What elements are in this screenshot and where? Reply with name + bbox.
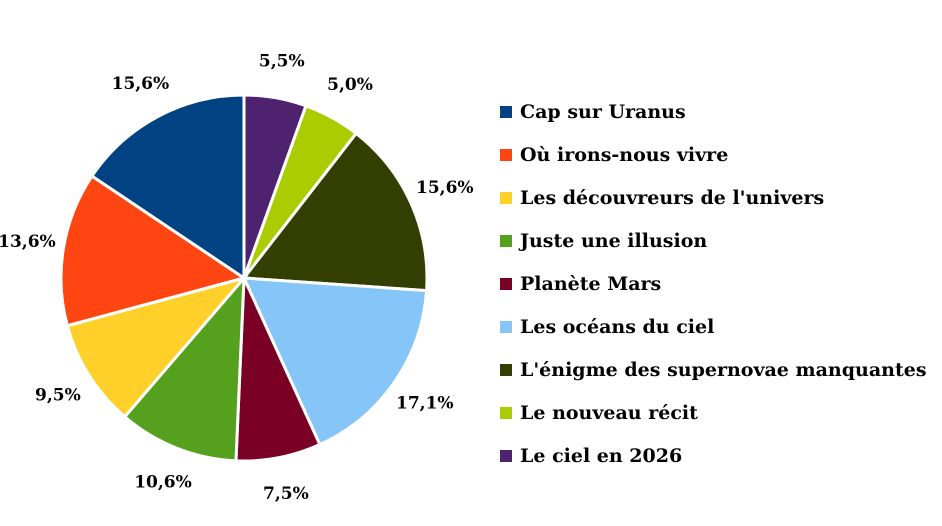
data-label-cap-sur-uranus: 15,6%: [112, 74, 170, 94]
chart-legend: Cap sur Uranus Où irons-nous vivre Les d…: [500, 90, 927, 477]
legend-swatch: [500, 320, 512, 333]
legend-label: Où irons-nous vivre: [520, 143, 729, 166]
data-label-l-enigme-des-supernovae-manquantes: 15,6%: [416, 178, 474, 198]
pie-slice-l-enigme-des-supernovae-manquantes: [241, 131, 429, 293]
data-label-juste-une-illusion: 10,6%: [134, 473, 192, 493]
data-label-le-ciel-en-2026: 5,5%: [259, 51, 305, 71]
legend-item-ou-irons-nous-vivre: Où irons-nous vivre: [500, 133, 927, 176]
legend-label: Le ciel en 2026: [520, 444, 683, 467]
legend-swatch: [500, 191, 512, 204]
data-label-les-decouvreurs-de-l-univers: 9,5%: [35, 385, 81, 405]
pie-slice-ou-irons-nous-vivre: [59, 174, 248, 328]
legend-item-le-nouveau-recit: Le nouveau récit: [500, 391, 927, 434]
legend-label: L'énigme des supernovae manquantes: [520, 358, 927, 381]
legend-item-cap-sur-uranus: Cap sur Uranus: [500, 90, 927, 133]
legend-label: Planète Mars: [520, 272, 662, 295]
legend-item-le-ciel-en-2026: Le ciel en 2026: [500, 434, 927, 477]
legend-item-l-enigme-des-supernovae-manquantes: L'énigme des supernovae manquantes: [500, 348, 927, 391]
legend-swatch: [500, 363, 512, 376]
legend-item-planete-mars: Planète Mars: [500, 262, 927, 305]
legend-item-les-decouvreurs-de-l-univers: Les découvreurs de l'univers: [500, 176, 927, 219]
data-label-les-oceans-du-ciel: 17,1%: [396, 393, 454, 413]
legend-label: Juste une illusion: [520, 229, 708, 252]
legend-label: Le nouveau récit: [520, 401, 698, 424]
legend-swatch: [500, 406, 512, 419]
legend-swatch: [500, 234, 512, 247]
legend-label: Les découvreurs de l'univers: [520, 186, 825, 209]
legend-swatch: [500, 105, 512, 118]
legend-item-les-oceans-du-ciel: Les océans du ciel: [500, 305, 927, 348]
pie-slice-les-oceans-du-ciel: [241, 276, 429, 447]
pie-slice-les-decouvreurs-de-l-univers: [65, 275, 249, 419]
data-label-le-nouveau-recit: 5,0%: [327, 75, 373, 95]
legend-swatch: [500, 148, 512, 161]
pie-slice-juste-une-illusion: [122, 273, 246, 463]
legend-item-juste-une-illusion: Juste une illusion: [500, 219, 927, 262]
legend-swatch: [500, 449, 512, 462]
legend-label: Les océans du ciel: [520, 315, 715, 338]
legend-label: Cap sur Uranus: [520, 100, 686, 123]
data-label-planete-mars: 7,5%: [263, 484, 309, 504]
legend-swatch: [500, 277, 512, 290]
data-label-ou-irons-nous-vivre: 13,6%: [0, 232, 56, 252]
pie-slice-cap-sur-uranus: [89, 93, 246, 281]
